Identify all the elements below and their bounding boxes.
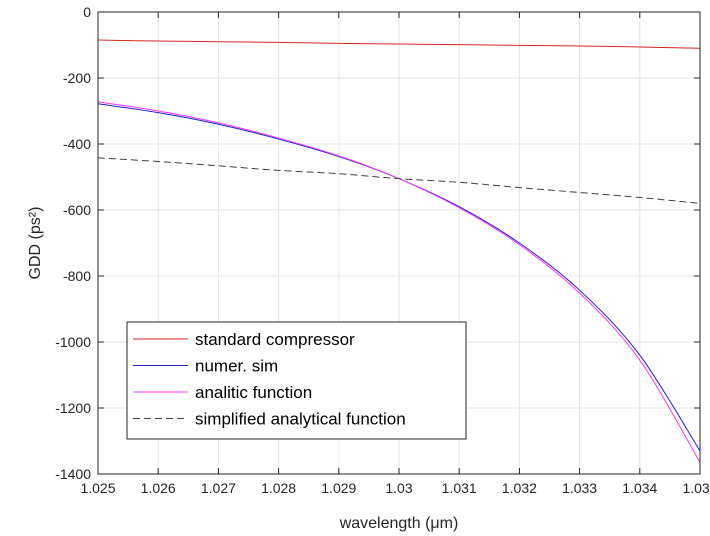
y-tick-label: -1400: [55, 466, 91, 482]
y-tick-label: -400: [63, 136, 91, 152]
legend-label-numer-sim: numer. sim: [195, 357, 278, 376]
y-tick-label: -800: [63, 268, 91, 284]
legend-label-standard-compressor: standard compressor: [195, 330, 355, 349]
legend-label-simplified-analytical-function: simplified analytical function: [195, 410, 406, 429]
x-tick-label: 1.033: [562, 480, 597, 496]
series-layer: [97, 39, 701, 463]
y-axis-label: GDD (ps²): [27, 207, 44, 280]
tick-labels: 1.025 1.026 1.027 1.028 1.029 1.03 1.031 1.032 1…: [55, 4, 710, 496]
x-tick-label: 1.026: [141, 480, 176, 496]
legend-box: [126, 321, 467, 440]
series-line-analitic-function: [97, 101, 701, 463]
x-tick-label: 1.035: [682, 480, 710, 496]
y-tick-label: -200: [63, 70, 91, 86]
x-tick-label: 1.025: [80, 480, 115, 496]
x-tick-label: 1.027: [201, 480, 236, 496]
series-line-simplified-analytical-function: [97, 157, 701, 204]
y-tick-label: -1000: [55, 334, 91, 350]
x-tick-label: 1.028: [261, 480, 296, 496]
ticks: [97, 11, 701, 475]
x-tick-label: 1.032: [502, 480, 537, 496]
y-tick-label: -1200: [55, 400, 91, 416]
x-axis-label: wavelength (μm): [339, 515, 459, 532]
legend: standard compressor numer. sim analitic fu…: [126, 321, 467, 440]
legend-label-analitic-function: analitic function: [195, 383, 312, 402]
x-tick-label: 1.034: [622, 480, 657, 496]
series-line-standard-compressor: [97, 39, 701, 49]
x-tick-label: 1.03: [385, 480, 412, 496]
x-tick-label: 1.031: [442, 480, 477, 496]
y-tick-label: -600: [63, 202, 91, 218]
x-tick-label: 1.029: [321, 480, 356, 496]
y-tick-label: 0: [83, 4, 91, 20]
